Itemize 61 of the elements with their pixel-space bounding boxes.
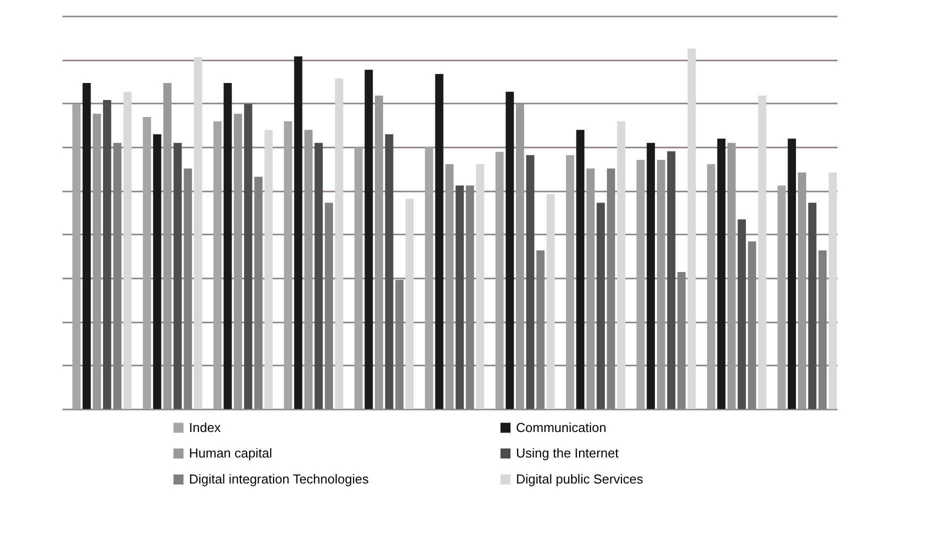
bar (364, 70, 373, 409)
bar (596, 202, 605, 409)
bar (506, 92, 514, 409)
bar (798, 172, 806, 409)
bar (354, 147, 363, 409)
bar (435, 74, 444, 409)
bar (476, 164, 484, 409)
bar (586, 168, 595, 409)
bar (92, 114, 101, 409)
bar (576, 130, 584, 409)
legend-label: Communication (516, 420, 606, 435)
bar (526, 155, 534, 409)
bar (314, 142, 323, 409)
bar (174, 142, 182, 409)
bar (234, 114, 242, 409)
bar (264, 130, 273, 409)
bar (72, 104, 81, 409)
legend-label: Human capital (189, 446, 272, 460)
bar (788, 138, 796, 409)
bar (424, 147, 434, 409)
bar (656, 160, 666, 409)
bar (294, 56, 302, 409)
bar (103, 100, 112, 409)
legend-label: Digital public Services (516, 472, 644, 486)
bar (566, 155, 574, 409)
bar (738, 219, 746, 409)
bar (636, 160, 645, 409)
bar (667, 151, 676, 409)
bar (808, 202, 816, 409)
legend-label: Index (189, 420, 222, 435)
legend-label: Using the Internet (516, 446, 620, 460)
bar (213, 121, 222, 409)
bar (224, 83, 232, 409)
bar (646, 142, 655, 409)
bar (828, 172, 837, 409)
bar (82, 83, 91, 409)
bar (495, 152, 504, 409)
bar (516, 104, 524, 409)
bar (546, 194, 555, 409)
bar (153, 134, 162, 409)
bar (688, 48, 696, 409)
bar (707, 164, 716, 409)
bar (456, 185, 464, 409)
bar (244, 104, 252, 409)
bar (335, 78, 344, 409)
bar (717, 138, 726, 409)
bar (406, 198, 414, 409)
bar (374, 96, 384, 409)
bar (727, 142, 736, 409)
bar (617, 121, 626, 409)
bar (284, 121, 292, 409)
bar (163, 83, 172, 409)
bar (304, 130, 313, 409)
bar (385, 134, 394, 409)
bar (445, 164, 454, 409)
bar (758, 96, 766, 409)
legend-label: Digital integration Technologies (189, 472, 370, 486)
bar (778, 185, 786, 409)
bar (194, 57, 202, 409)
bar (123, 92, 132, 409)
bar (142, 116, 152, 409)
